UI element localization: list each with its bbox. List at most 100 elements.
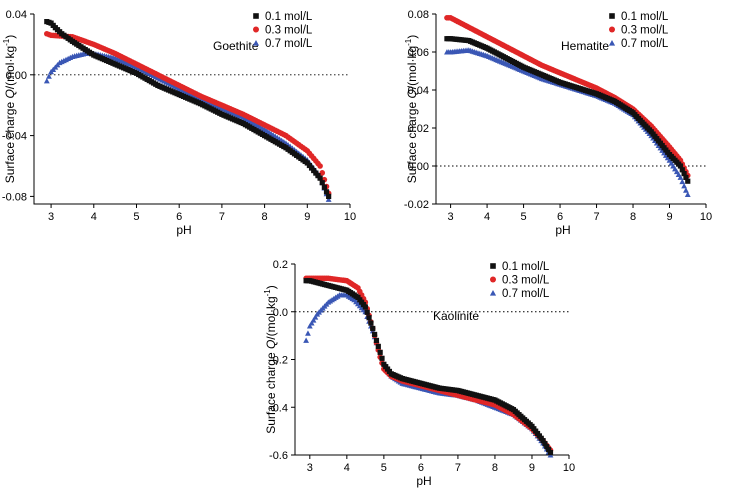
chart-panel-hematite: 3 4 5 6 7 8 9 10 0.08 0.06 0.04 0.02 0.00 -0.02 pH Surf… (404, 9, 712, 237)
panel-label: Goethite (213, 39, 259, 53)
x-tick-label: 7 (219, 211, 225, 223)
data-point (312, 314, 319, 320)
y-axis-title-close: ) (3, 35, 17, 39)
y-axis-title: Surface charge Q/(mol·kg-1) (263, 285, 278, 434)
x-tick-label: 6 (557, 211, 563, 223)
data-point (321, 184, 327, 190)
y-axis-title-exponent: -1 (2, 38, 11, 46)
data-point (375, 343, 381, 349)
y-tick-label: 0.00 (408, 161, 429, 173)
data-point (305, 330, 311, 336)
data-point (319, 170, 326, 176)
y-axis-title: Surface charge Q/(mol·kg-1) (2, 35, 17, 184)
x-tick-label: 4 (344, 462, 350, 474)
y-tick-label: 0.04 (6, 9, 27, 21)
data-point (317, 175, 323, 181)
legend: 0.1 mol/L 0.3 mol/L0.7 mol/L (489, 261, 550, 300)
x-tick-label: 5 (381, 462, 387, 474)
y-axis-title-close: ) (405, 35, 419, 39)
data-point (683, 187, 689, 193)
x-tick-label: 3 (48, 211, 54, 223)
y-axis-title-text: Surface charge (405, 99, 419, 184)
axis-frame (33, 14, 350, 205)
legend: 0.1 mol/L 0.3 mol/L0.7 mol/L (608, 11, 669, 50)
data-point (323, 189, 330, 195)
x-tick-label: 9 (666, 211, 672, 223)
y-tick-label: -0.02 (404, 199, 429, 211)
series-0-7-mol-l (303, 292, 554, 458)
x-axis-title: pH (555, 223, 570, 237)
legend-entry: 0.7 mol/L (265, 38, 313, 50)
legend-marker (608, 39, 616, 46)
x-axis-title: pH (176, 223, 191, 237)
y-axis-title-exponent: -1 (263, 289, 272, 297)
y-axis-title-text: Surface charge (3, 99, 17, 184)
legend-entry: 0.7 mol/L (621, 38, 669, 50)
data-point (326, 193, 332, 199)
y-axis-title-unit: /(mol·kg (264, 296, 278, 339)
x-tick-label: 9 (529, 462, 535, 474)
data-point (306, 323, 313, 329)
data-point (319, 180, 325, 186)
legend-entry: 0.7 mol/L (502, 288, 550, 300)
series-0-1-mol-l (44, 19, 332, 199)
legend-entry: 0.3 mol/L (502, 275, 550, 287)
legend-marker (609, 26, 615, 33)
data-point (46, 73, 52, 79)
data-point (679, 167, 685, 173)
series-0-7-mol-l (444, 47, 691, 197)
x-tick-label: 8 (630, 211, 636, 223)
x-axis-title: pH (416, 474, 431, 488)
x-tick-label: 4 (484, 211, 490, 223)
y-tick-label: 0.0 (273, 307, 288, 319)
legend-entry: 0.3 mol/L (265, 25, 313, 37)
y-axis-title: Surface charge Q/(mol·kg-1) (404, 35, 419, 184)
data-point (373, 337, 380, 343)
data-point (372, 331, 378, 338)
chart-panel-kaolinite: 3 4 5 6 7 8 9 10 0.2 0.0 -0.2 -0.4 -0.6 pH Surface cha… (263, 259, 575, 488)
legend-marker (609, 13, 615, 19)
y-axis-title-close: ) (264, 285, 278, 289)
y-axis-title-unit: /(mol·kg (405, 46, 419, 89)
x-tick-label: 4 (91, 211, 97, 223)
y-tick-label: -0.2 (269, 355, 288, 367)
y-axis-title-q: Q (3, 89, 17, 98)
y-axis-title-q: Q (405, 89, 419, 98)
series-0-1-mol-l (444, 36, 691, 184)
y-axis-title-text: Surface charge (264, 349, 278, 434)
x-tick-label: 3 (448, 211, 454, 223)
y-axis-title-unit: /(mol·kg (3, 46, 17, 89)
data-point (684, 191, 691, 197)
x-tick-label: 10 (563, 462, 575, 474)
data-point (681, 183, 688, 189)
x-tick-label: 7 (593, 211, 599, 223)
y-tick-label: 0.04 (408, 85, 429, 97)
legend-marker (253, 26, 259, 33)
legend: 0.1 mol/L 0.3 mol/L0.7 mol/L (252, 11, 313, 50)
y-tick-label: -0.08 (2, 191, 27, 203)
legend-marker (489, 289, 497, 296)
data-point (547, 450, 554, 456)
y-tick-label: -0.6 (269, 450, 288, 462)
y-tick-label: 0.06 (408, 47, 429, 59)
legend-marker (490, 276, 496, 283)
data-point (310, 317, 317, 323)
series-0-1-mol-l (303, 278, 554, 456)
data-point (542, 441, 548, 447)
x-tick-label: 9 (304, 211, 310, 223)
data-point (677, 174, 684, 180)
x-tick-label: 5 (133, 211, 139, 223)
data-point (368, 320, 374, 326)
x-tick-label: 5 (521, 211, 527, 223)
data-point (43, 78, 50, 84)
x-tick-label: 10 (344, 211, 356, 223)
chart-panel-goethite: 3 4 5 6 7 8 9 10 0.04 0.00 -0.04 -0.08 pH Surface cha… (2, 9, 356, 237)
legend-entry: 0.3 mol/L (621, 25, 669, 37)
data-point (685, 178, 691, 184)
legend-marker (253, 13, 259, 19)
data-point (377, 349, 383, 355)
legend-marker (252, 39, 260, 46)
panel-label: Kaolinite (433, 309, 479, 323)
data-point (677, 163, 684, 169)
